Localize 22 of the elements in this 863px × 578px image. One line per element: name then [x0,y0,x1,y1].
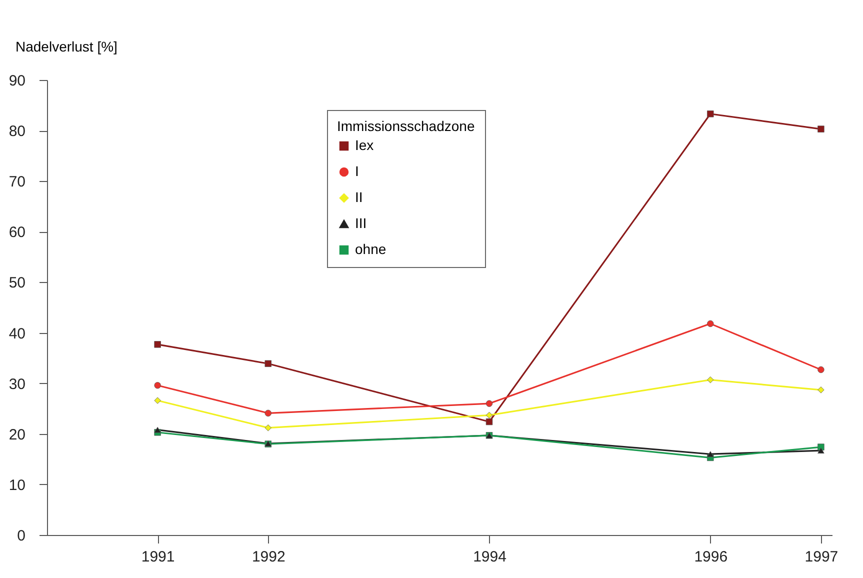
x-tick-label: 1992 [252,548,286,566]
y-axis-title: Nadelverlust [%] [16,38,118,54]
y-tick-label: 50 [8,274,26,292]
y-tick-label: 10 [8,476,26,494]
y-tick-label: 60 [8,224,26,242]
x-tick-label: 1994 [473,548,506,566]
y-tick-label: 0 [17,528,26,544]
legend-title: Immissionsschadzone [337,118,475,134]
legend-label: III [355,215,367,231]
x-tick-label: 1996 [694,548,728,566]
legend-label: II [355,189,363,205]
legend-label: Iex [355,137,374,153]
x-tick-label: 1997 [804,548,838,566]
y-tick-label: 40 [8,325,26,342]
y-tick-label: 20 [8,426,26,444]
y-tick-label: 80 [8,123,26,140]
y-tick-label: 30 [8,376,26,393]
x-tick-label: 1991 [141,548,175,566]
y-tick-label: 90 [8,72,26,90]
legend-label: I [355,163,359,179]
y-tick-label: 70 [8,174,26,191]
legend-label: ohne [355,241,386,257]
